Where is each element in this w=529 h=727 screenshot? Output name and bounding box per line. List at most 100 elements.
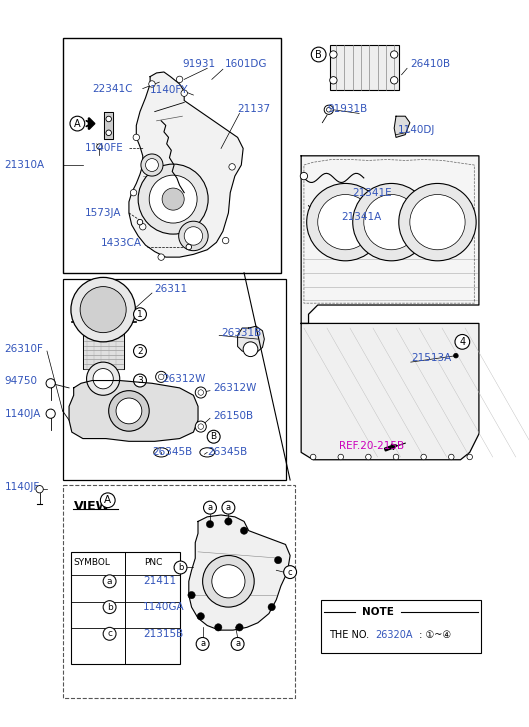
Bar [62,485,295,698]
Circle shape [184,227,203,245]
Circle shape [141,154,163,176]
Circle shape [324,105,333,114]
Polygon shape [129,72,243,257]
Text: 1573JA: 1573JA [85,208,121,218]
Text: 21341A: 21341A [341,212,381,222]
Circle shape [188,592,195,599]
Text: 26312W: 26312W [162,374,205,384]
Circle shape [137,220,143,225]
Text: 1140FY: 1140FY [150,86,189,95]
Polygon shape [69,380,198,441]
Text: c: c [288,568,293,577]
Circle shape [393,454,399,459]
Text: 21513A: 21513A [412,353,452,364]
Text: 22341C: 22341C [92,84,133,94]
Circle shape [275,556,282,564]
Circle shape [103,601,116,614]
Text: PNC: PNC [144,558,162,567]
Circle shape [326,108,331,112]
Text: 21315B: 21315B [143,629,183,639]
Circle shape [133,308,147,321]
Circle shape [196,638,209,651]
Circle shape [195,421,206,432]
Circle shape [399,183,476,261]
Text: REF.20-215B: REF.20-215B [339,441,404,451]
Circle shape [174,561,187,574]
Circle shape [353,183,430,261]
Circle shape [116,398,142,424]
Circle shape [366,454,371,459]
Text: 1140DJ: 1140DJ [398,125,435,135]
Circle shape [36,486,43,493]
Circle shape [198,390,204,395]
Circle shape [207,430,220,443]
Circle shape [449,454,454,459]
Text: A: A [74,119,81,129]
Circle shape [103,575,116,587]
Circle shape [140,223,146,230]
Text: 26150B: 26150B [214,411,254,420]
Text: THE NO.: THE NO. [329,630,372,640]
Circle shape [87,362,120,395]
Bar [330,45,399,89]
Circle shape [421,454,426,459]
Circle shape [330,51,337,58]
Bar [62,279,286,480]
Circle shape [364,195,419,250]
Circle shape [46,409,55,418]
Circle shape [198,424,204,430]
Polygon shape [83,333,124,369]
Circle shape [300,172,307,180]
Text: 4: 4 [459,337,466,347]
Circle shape [215,624,222,631]
Text: 1: 1 [137,310,143,318]
Circle shape [80,286,126,333]
Circle shape [203,555,254,607]
Circle shape [130,190,137,196]
Circle shape [330,76,337,84]
Text: 26345B: 26345B [152,447,192,457]
Circle shape [46,379,55,388]
Text: 21137: 21137 [238,104,271,114]
Text: 21411: 21411 [143,577,176,586]
Text: a: a [200,640,205,648]
Ellipse shape [154,448,169,457]
Circle shape [70,116,85,131]
Circle shape [106,130,112,135]
Circle shape [97,144,102,149]
Circle shape [179,221,208,251]
Text: c: c [107,630,112,638]
FancyArrow shape [88,118,95,129]
Text: 26410B: 26410B [410,59,450,69]
Bar [62,38,281,273]
Circle shape [455,334,470,349]
Text: 21341E: 21341E [353,188,393,198]
Bar [322,600,481,653]
Text: 21310A: 21310A [5,160,45,170]
Circle shape [222,501,235,514]
Circle shape [453,353,458,358]
Text: A: A [104,495,111,505]
Circle shape [204,501,216,514]
Circle shape [212,565,245,598]
FancyArrow shape [385,444,397,451]
Circle shape [467,454,472,459]
Polygon shape [301,156,479,324]
Circle shape [240,527,248,534]
Circle shape [206,521,214,528]
Circle shape [236,624,243,631]
Circle shape [133,134,140,140]
Circle shape [229,164,235,170]
Circle shape [133,374,147,387]
Text: 91931B: 91931B [327,104,367,114]
Circle shape [158,374,164,379]
Circle shape [311,454,316,459]
Text: 1140GA: 1140GA [143,602,185,612]
Text: 26331B: 26331B [221,328,261,337]
Text: 3: 3 [137,376,143,385]
Polygon shape [394,116,410,137]
Circle shape [225,518,232,525]
Circle shape [93,369,113,389]
Text: a: a [107,577,112,586]
Text: B: B [211,433,217,441]
